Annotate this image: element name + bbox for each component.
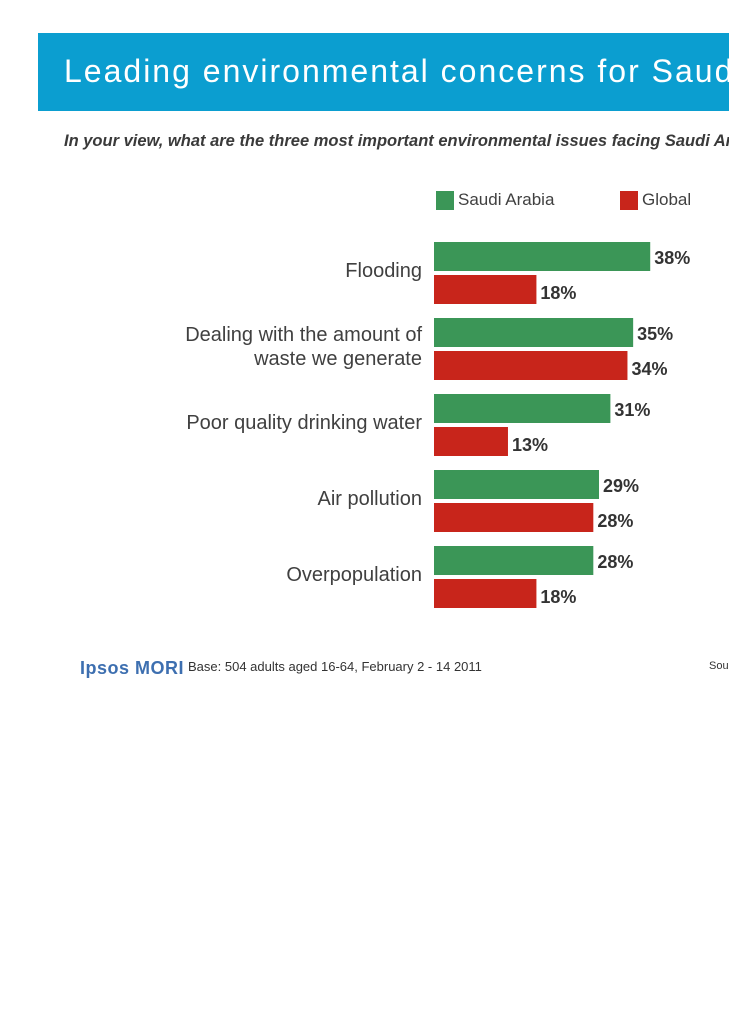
bar-saudi-arabia [434,242,651,271]
bar-value-label: 34% [631,359,667,379]
bar-saudi-arabia [434,546,594,575]
bar-value-label: 18% [540,587,576,607]
ipsos-mori-logo: Ipsos MORI [80,658,185,678]
survey-question: In your view, what are the three most im… [64,132,729,150]
bar-global [434,351,628,380]
base-note: Base: 504 adults aged 16-64, February 2 … [188,659,482,674]
bar-global [434,579,537,608]
category-label: Dealing with the amount of waste we gener… [185,323,422,371]
legend-label-global: Global [642,190,692,209]
page-title: Leading environmental concerns for Saudi… [64,53,729,89]
category-label-line: Dealing with the amount of [185,324,422,346]
category-label: Overpopulation [286,563,422,587]
legend-item-global: Global [620,190,691,210]
category-label: Flooding [345,259,422,283]
bar-value-label: 35% [637,324,673,344]
bar-value-label: 28% [597,511,633,531]
bar-value-label: 18% [540,283,576,303]
bar-value-label: 28% [597,552,633,572]
header-band: Leading environmental concerns for Saudi… [38,33,729,111]
legend-label-saudi-arabia: Saudi Arabia [458,190,555,209]
source-note: Source: Ipsos [709,660,729,672]
bar-saudi-arabia [434,318,634,347]
category-label-line: Flooding [345,260,422,282]
bar-value-label: 13% [512,435,548,455]
bar-saudi-arabia [434,470,600,499]
category-label: Poor quality drinking water [186,411,422,435]
bar-global [434,503,594,532]
category-label-line: Air pollution [317,488,422,510]
category-label-line: Overpopulation [286,564,422,586]
legend-item-saudi-arabia: Saudi Arabia [436,190,554,210]
category-label-line: Poor quality drinking water [186,412,422,434]
bar-saudi-arabia [434,394,611,423]
bar-value-label: 29% [603,476,639,496]
bar-global [434,427,508,456]
bar-value-label: 38% [654,248,690,268]
legend-swatch-global [620,190,638,210]
bar-value-label: 31% [614,400,650,420]
category-label-line: waste we generate [254,348,422,370]
category-label: Air pollution [317,487,422,511]
legend-swatch-saudi-arabia [436,190,454,210]
bar-global [434,275,537,304]
